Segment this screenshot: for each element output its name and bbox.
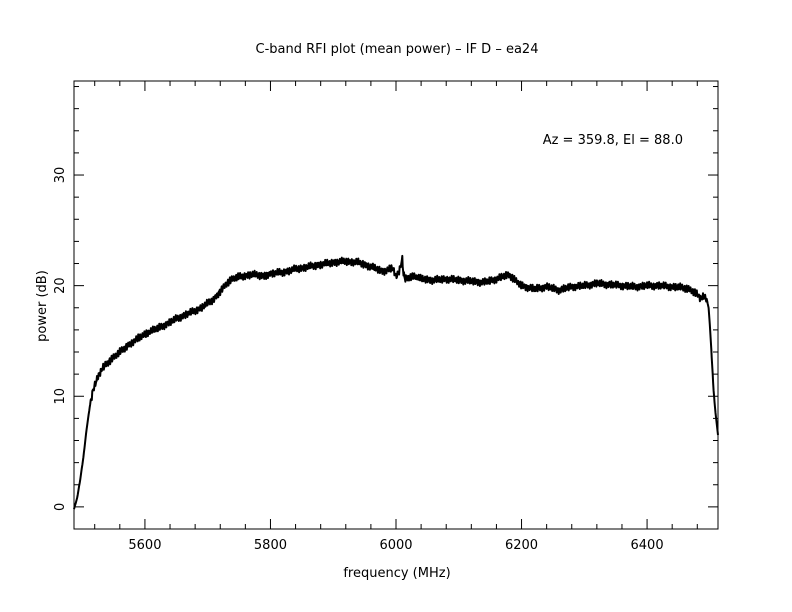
plot-frame [73, 80, 719, 530]
y-axis-label: power (dB) [35, 270, 50, 342]
x-tick-label: 5800 [254, 538, 287, 553]
x-tick-label: 5600 [128, 538, 161, 553]
y-tick-label: 10 [53, 388, 68, 405]
pointing-annotation: Az = 359.8, El = 88.0 [543, 133, 683, 148]
series-0-line [73, 254, 719, 510]
x-tick-label: 6000 [379, 538, 412, 553]
y-tick-label: 20 [53, 277, 68, 294]
x-tick-label: 6200 [505, 538, 538, 553]
axis-ticks [74, 81, 718, 530]
y-tick-label: 30 [53, 167, 68, 184]
y-tick-label: 0 [53, 503, 68, 511]
axis-tick-labels: 5600 5800 6000 6200 6400 0 10 20 30 [53, 167, 664, 553]
x-tick-label: 6400 [631, 538, 664, 553]
series-layer [73, 254, 719, 510]
x-axis-label: frequency (MHz) [343, 566, 450, 581]
chart-title: C-band RFI plot (mean power) – IF D – ea… [256, 42, 539, 57]
